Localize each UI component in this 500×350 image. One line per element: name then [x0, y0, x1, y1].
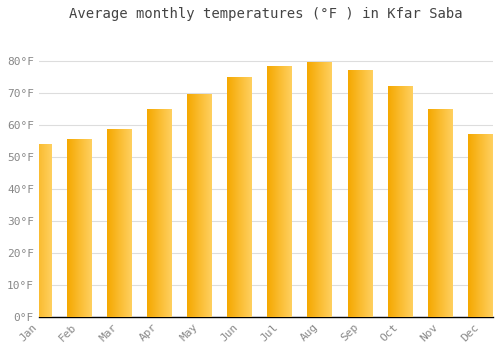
Title: Average monthly temperatures (°F ) in Kfar Saba: Average monthly temperatures (°F ) in Kf… [69, 7, 462, 21]
